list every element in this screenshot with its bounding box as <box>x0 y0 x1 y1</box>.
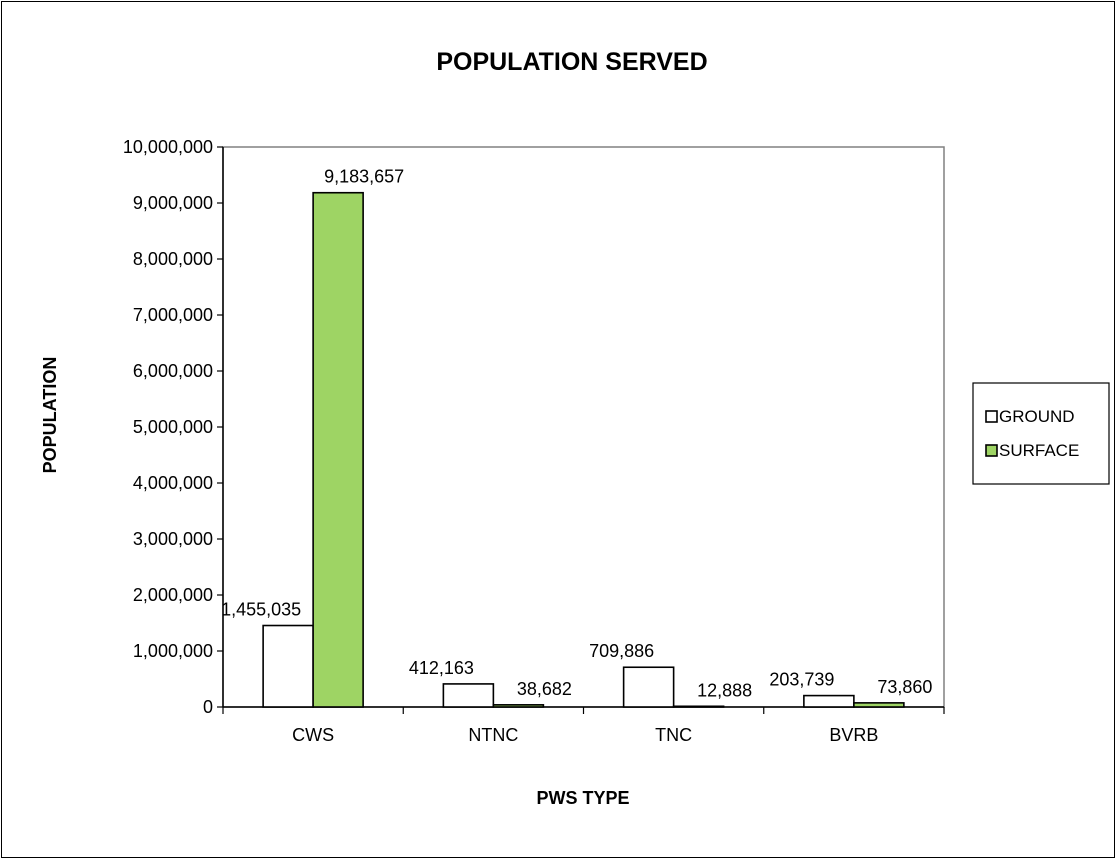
y-tick-label: 1,000,000 <box>133 641 213 661</box>
y-tick-label: 6,000,000 <box>133 361 213 381</box>
data-label: 1,455,035 <box>221 600 301 620</box>
legend-swatch-surface <box>986 445 997 456</box>
bar-surface-tnc <box>674 706 724 707</box>
y-axis-title: POPULATION <box>40 357 60 474</box>
legend-swatch-ground <box>986 411 997 422</box>
data-label: 73,860 <box>877 677 932 697</box>
y-tick-label: 5,000,000 <box>133 417 213 437</box>
legend: GROUND SURFACE <box>973 383 1109 484</box>
x-axis-title: PWS TYPE <box>536 788 629 808</box>
bar-surface-ntnc <box>493 705 543 707</box>
data-label: 38,682 <box>517 679 572 699</box>
bar-ground-bvrb <box>804 696 854 707</box>
bar-surface-cws <box>313 193 363 707</box>
legend-label-ground: GROUND <box>999 407 1075 426</box>
y-tick-label: 8,000,000 <box>133 249 213 269</box>
y-tick-label: 3,000,000 <box>133 529 213 549</box>
bar-ground-ntnc <box>443 684 493 707</box>
y-tick-label: 10,000,000 <box>123 137 213 157</box>
data-label: 709,886 <box>589 641 654 661</box>
x-tick-label: BVRB <box>829 725 878 745</box>
data-label: 203,739 <box>769 670 834 690</box>
plot-area: 0 1,000,000 2,000,000 3,000,000 4,000,000 5,0… <box>123 137 944 745</box>
bar-ground-tnc <box>624 667 674 707</box>
data-label: 9,183,657 <box>324 167 404 187</box>
legend-box <box>973 383 1109 484</box>
bar-ground-cws <box>263 626 313 707</box>
y-tick-label: 7,000,000 <box>133 305 213 325</box>
y-tick-label: 0 <box>203 697 213 717</box>
data-label: 12,888 <box>697 680 752 700</box>
x-tick-label: CWS <box>292 725 334 745</box>
data-label: 412,163 <box>409 658 474 678</box>
legend-label-surface: SURFACE <box>999 441 1079 460</box>
y-tick-label: 9,000,000 <box>133 193 213 213</box>
x-tick-label: TNC <box>655 725 692 745</box>
bar-surface-bvrb <box>854 703 904 707</box>
y-tick-label: 4,000,000 <box>133 473 213 493</box>
y-tick-label: 2,000,000 <box>133 585 213 605</box>
x-tick-label: NTNC <box>468 725 518 745</box>
chart-title: POPULATION SERVED <box>436 48 707 76</box>
